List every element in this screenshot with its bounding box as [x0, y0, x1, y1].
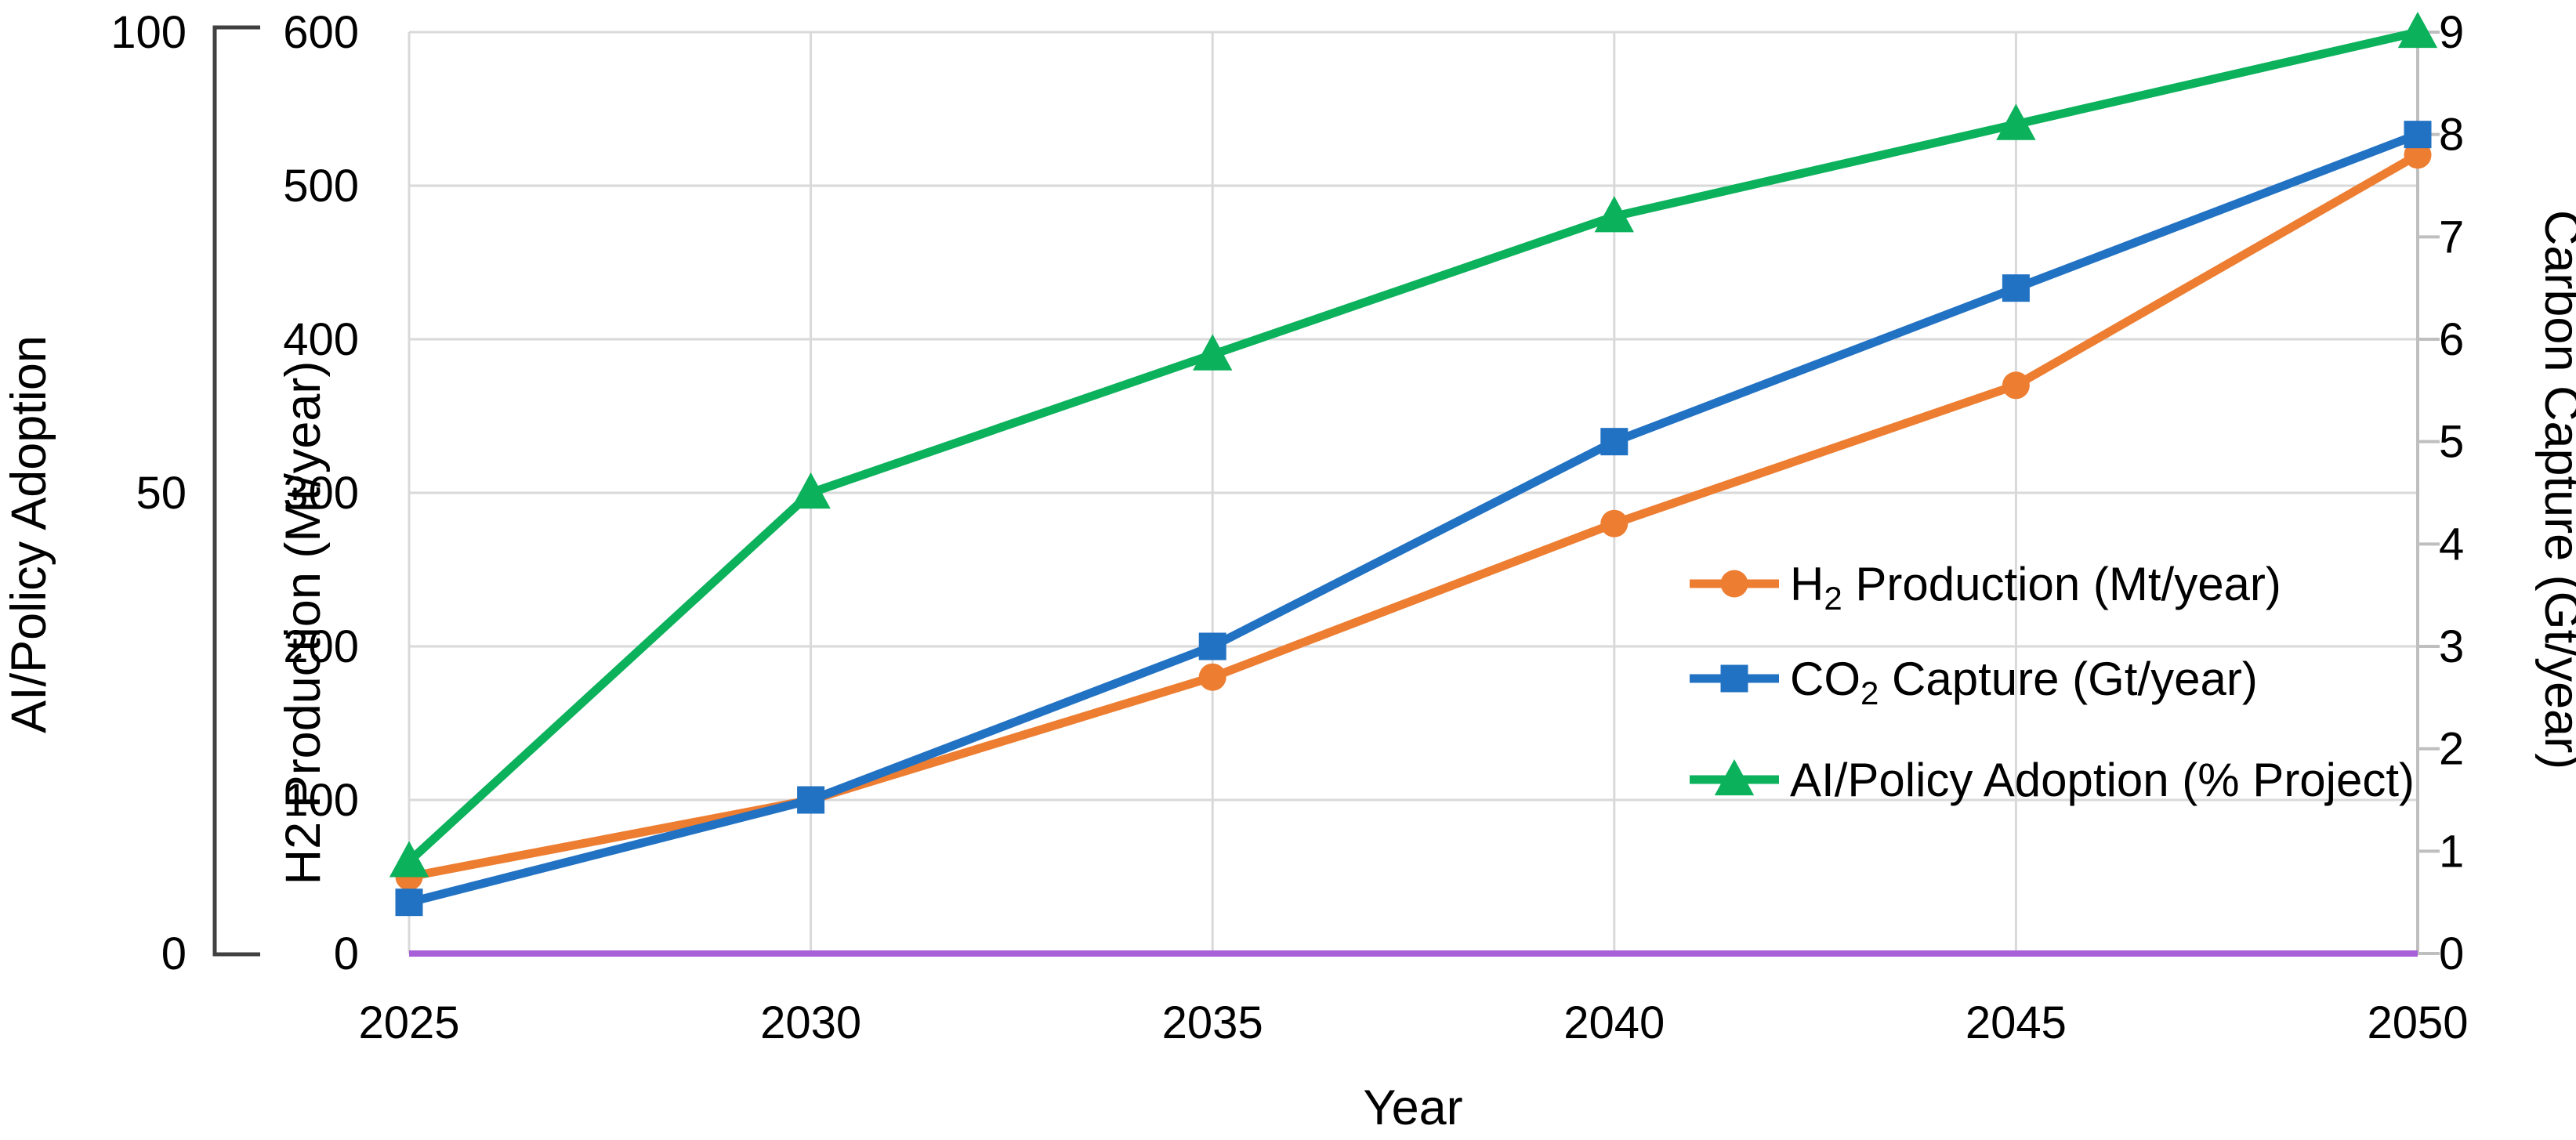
cc-tick-label: 8 [2439, 110, 2464, 161]
h2-tick-label: 500 [283, 161, 359, 212]
ai-tick-label: 50 [136, 468, 187, 519]
x-tick-label: 2045 [1966, 997, 2067, 1048]
x-tick-label: 2040 [1563, 997, 1665, 1048]
x-tick-label: 2035 [1162, 997, 1263, 1048]
legend-swatch-marker [1720, 570, 1748, 598]
data-point-marker [2002, 274, 2030, 302]
cc-tick-label: 0 [2439, 928, 2464, 979]
tick-labels: 0 50 100 0 100 200 300 400 500 600 0 1 2 3 4 5 6 7 8 9 2025 2… [111, 7, 2468, 1048]
h2-tick-label: 600 [283, 7, 359, 58]
series-cc [395, 121, 2432, 917]
x-tick-label: 2025 [358, 997, 459, 1048]
data-point-marker [791, 472, 831, 509]
data-point-marker [1198, 663, 1226, 691]
data-point-marker [2404, 121, 2432, 149]
series-ai [389, 11, 2438, 878]
h2-tick-label: 0 [334, 928, 359, 979]
data-point-marker [389, 841, 429, 878]
cc-tick-label: 9 [2439, 7, 2464, 58]
left-outer-axis-title: AI/Policy Adoption [2, 335, 56, 733]
data-point-marker [1198, 632, 1226, 660]
legend-item: AI/Policy Adoption (% Project) [1690, 754, 2415, 806]
cc-tick-label: 5 [2439, 417, 2464, 468]
cc-tick-label: 7 [2439, 212, 2464, 262]
data-point-marker [395, 888, 423, 917]
legend-swatch-marker [1720, 664, 1748, 693]
cc-tick-label: 3 [2439, 621, 2464, 672]
data-point-marker [1600, 509, 1629, 537]
ai-bracket-path [212, 25, 260, 957]
legend-item-label: CO2 Capture (Gt/year) [1790, 653, 2258, 711]
data-point-marker [1193, 334, 1233, 371]
data-point-marker [1996, 103, 2036, 140]
x-tick-label: 2050 [2367, 997, 2468, 1048]
legend-item-label: AI/Policy Adoption (% Project) [1790, 754, 2415, 806]
h2-tick-label: 300 [283, 468, 359, 519]
h2-tick-label: 400 [283, 314, 359, 365]
ai-tick-label: 0 [161, 928, 187, 979]
legend-item: H2 Production (Mt/year) [1690, 558, 2281, 617]
left-inner-axis-title: H2 Production (Mt/year) [276, 361, 331, 885]
x-axis-title: Year [1363, 1080, 1462, 1135]
legend-item: CO2 Capture (Gt/year) [1690, 653, 2258, 711]
data-point-marker [1594, 196, 1634, 233]
legend-item-label: H2 Production (Mt/year) [1790, 558, 2281, 617]
series-line-ai [404, 27, 2422, 866]
cc-tick-label: 1 [2439, 826, 2464, 877]
h2-tick-label: 200 [283, 621, 359, 672]
data-series [389, 11, 2438, 917]
legend-swatch-marker [1714, 758, 1755, 796]
series-line-cc [404, 130, 2422, 907]
x-tick-label: 2030 [760, 997, 861, 1048]
legend: H2 Production (Mt/year) CO2 Capture (Gt/y… [1690, 558, 2415, 806]
cc-tick-label: 6 [2439, 314, 2464, 365]
data-point-marker [2002, 371, 2030, 400]
data-point-marker [2397, 11, 2438, 49]
h2-tick-label: 100 [283, 775, 359, 826]
ai-tick-label: 100 [111, 7, 187, 58]
cc-tick-label: 2 [2439, 724, 2464, 775]
cc-tick-label: 4 [2439, 519, 2464, 570]
gridlines [408, 31, 2419, 955]
data-point-marker [1600, 428, 1629, 456]
right-axis-title: Carbon Capture (Gt/year) [2534, 210, 2576, 769]
ai-axis-bracket [212, 25, 260, 957]
data-point-marker [797, 786, 825, 814]
